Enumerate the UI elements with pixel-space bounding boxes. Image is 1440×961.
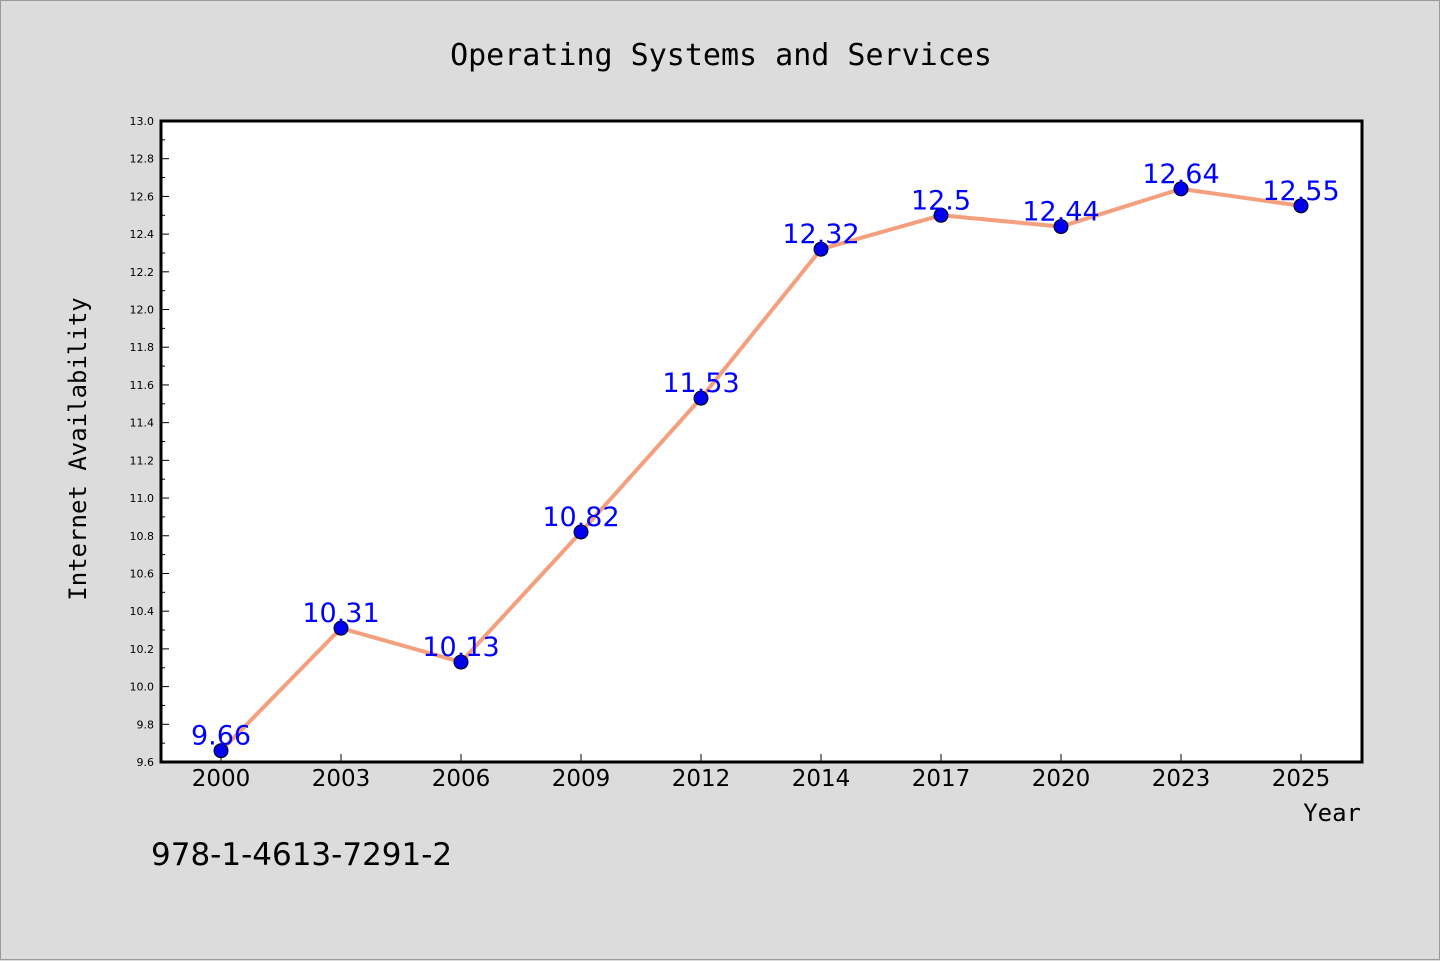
data-point xyxy=(213,743,229,759)
y-tick-label: 11.4 xyxy=(130,417,155,430)
data-point xyxy=(933,207,949,223)
data-point xyxy=(1293,198,1309,214)
x-tick-label: 2017 xyxy=(912,766,971,792)
y-axis-ticks: 9.6 9.8 10.0 10.2 10.4 10.6 10.8 11.0 11.2 11.4 11… xyxy=(130,115,169,769)
x-tick-label: 2003 xyxy=(312,766,371,792)
y-axis-label: Internet Availability xyxy=(64,297,92,600)
x-tick-label: 2006 xyxy=(432,766,491,792)
y-tick-label: 9.6 xyxy=(137,756,155,769)
data-point xyxy=(813,241,829,257)
y-tick-label: 10.2 xyxy=(130,643,155,656)
x-tick-label: 2009 xyxy=(552,766,611,792)
y-tick-label: 11.8 xyxy=(130,341,155,354)
y-tick-label: 9.8 xyxy=(137,718,155,731)
y-tick-label: 11.6 xyxy=(130,379,155,392)
x-tick-label: 2023 xyxy=(1152,766,1211,792)
y-tick-label: 12.0 xyxy=(130,304,155,317)
data-point xyxy=(693,390,709,406)
data-label: 10.82 xyxy=(542,502,619,533)
data-label: 12.5 xyxy=(911,185,971,216)
y-tick-label: 10.4 xyxy=(130,605,155,618)
data-point xyxy=(333,620,349,636)
data-point xyxy=(453,654,469,670)
y-tick-label: 10.6 xyxy=(130,567,155,580)
data-point xyxy=(573,524,589,540)
x-tick-label: 2020 xyxy=(1032,766,1091,792)
y-tick-label: 10.0 xyxy=(130,681,155,694)
y-tick-label: 13.0 xyxy=(130,115,155,128)
data-label: 12.55 xyxy=(1262,176,1339,207)
y-tick-label: 12.4 xyxy=(130,228,155,241)
x-axis-label: Year xyxy=(1303,799,1361,827)
data-label: 12.32 xyxy=(782,219,859,250)
y-tick-label: 11.2 xyxy=(130,454,155,467)
x-axis-ticks: 2000 2003 2006 2009 2012 2014 2017 2020 2023 2025 xyxy=(192,754,1331,792)
data-label: 12.44 xyxy=(1022,197,1099,228)
y-tick-label: 10.8 xyxy=(130,530,155,543)
data-label: 12.64 xyxy=(1142,159,1219,190)
chart-title: Operating Systems and Services xyxy=(450,38,992,73)
y-tick-label: 11.0 xyxy=(130,492,155,505)
x-tick-label: 2025 xyxy=(1272,766,1331,792)
x-tick-label: 2014 xyxy=(792,766,851,792)
plot-area xyxy=(159,119,1364,764)
x-tick-label: 2000 xyxy=(192,766,251,792)
series-line xyxy=(219,186,1302,753)
y-tick-label: 12.2 xyxy=(130,266,155,279)
data-point xyxy=(1053,219,1069,235)
isbn-annotation: 978-1-4613-7291-2 xyxy=(151,837,452,873)
y-tick-label: 12.6 xyxy=(130,190,155,203)
x-tick-label: 2012 xyxy=(672,766,731,792)
series-layer: 9.66 10.31 10.13 10.82 11.53 12.32 12.5 12.44 12… xyxy=(191,159,1340,759)
data-label: 9.66 xyxy=(191,721,251,752)
data-point xyxy=(1173,181,1189,197)
y-tick-label: 12.8 xyxy=(130,153,155,166)
data-label: 11.53 xyxy=(662,368,739,399)
data-label: 10.31 xyxy=(302,598,379,629)
data-label: 10.13 xyxy=(422,632,499,663)
